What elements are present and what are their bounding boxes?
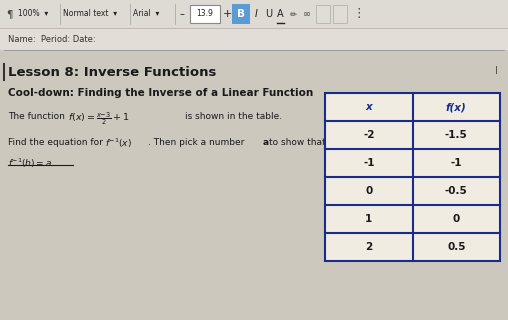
Text: B: B: [237, 9, 245, 19]
Text: 0: 0: [453, 214, 460, 224]
Text: ⋮: ⋮: [352, 7, 365, 20]
Text: Arial  ▾: Arial ▾: [133, 10, 160, 19]
Text: +: +: [223, 9, 232, 19]
Text: -2: -2: [363, 130, 374, 140]
Text: Lesson 8: Inverse Functions: Lesson 8: Inverse Functions: [8, 66, 216, 79]
Text: Normal text  ▾: Normal text ▾: [63, 10, 117, 19]
Text: The function: The function: [8, 112, 68, 121]
Text: -1: -1: [363, 158, 374, 168]
Text: 0.5: 0.5: [447, 242, 465, 252]
FancyBboxPatch shape: [232, 4, 250, 24]
Text: ∞: ∞: [303, 9, 311, 19]
Text: ✏: ✏: [290, 10, 297, 19]
FancyBboxPatch shape: [0, 28, 508, 50]
Text: I: I: [255, 9, 258, 19]
Text: 0: 0: [365, 186, 372, 196]
Text: . Then pick a number: . Then pick a number: [148, 138, 247, 147]
Text: 2: 2: [365, 242, 372, 252]
Text: Find the equation for: Find the equation for: [8, 138, 106, 147]
Text: 13.9: 13.9: [197, 10, 213, 19]
Text: U: U: [265, 9, 272, 19]
Text: f(x): f(x): [446, 102, 467, 112]
Text: a: a: [263, 138, 269, 147]
Text: and: and: [370, 138, 390, 147]
Text: x: x: [365, 102, 372, 112]
Text: Name:  Period: Date:: Name: Period: Date:: [8, 35, 96, 44]
Text: -1.5: -1.5: [445, 130, 468, 140]
Text: $f^{-1}(x)$: $f^{-1}(x)$: [105, 137, 132, 150]
Text: to show that: to show that: [269, 138, 329, 147]
FancyBboxPatch shape: [190, 5, 220, 23]
Text: –: –: [180, 9, 185, 19]
Text: $f(a) = b$: $f(a) = b$: [332, 137, 366, 149]
Text: 100%  ▾: 100% ▾: [18, 10, 48, 19]
Text: $f(x) = \frac{x{-}3}{2}+1$: $f(x) = \frac{x{-}3}{2}+1$: [68, 110, 130, 127]
Text: -0.5: -0.5: [445, 186, 468, 196]
FancyBboxPatch shape: [316, 5, 330, 23]
Text: -1: -1: [451, 158, 462, 168]
Text: ¶: ¶: [6, 9, 13, 19]
Text: Cool-down: Finding the Inverse of a Linear Function: Cool-down: Finding the Inverse of a Line…: [8, 88, 313, 98]
Text: is shown in the table.: is shown in the table.: [185, 112, 282, 121]
Text: 1: 1: [365, 214, 372, 224]
Text: I: I: [495, 66, 498, 76]
Text: $f^{-1}(b) = a$: $f^{-1}(b) = a$: [8, 157, 52, 170]
FancyBboxPatch shape: [0, 0, 508, 28]
FancyBboxPatch shape: [325, 93, 500, 261]
FancyBboxPatch shape: [333, 5, 347, 23]
Text: A: A: [277, 9, 283, 19]
